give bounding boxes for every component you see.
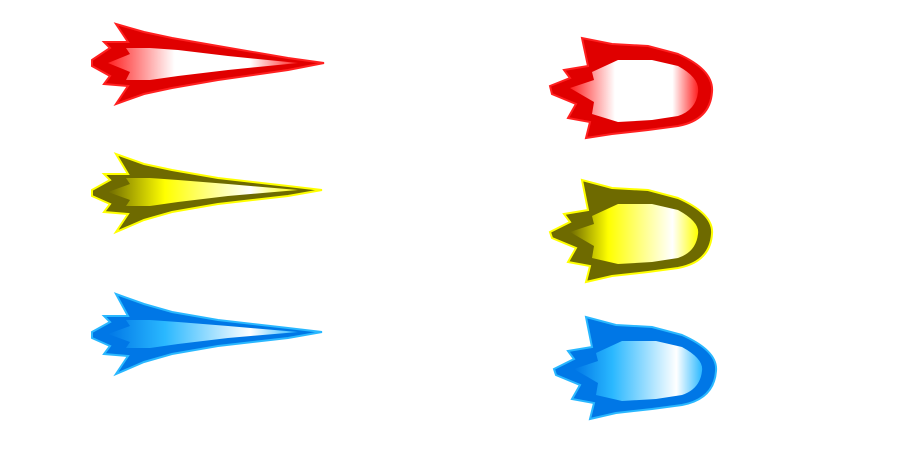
flame-icon	[548, 34, 718, 142]
flame-red-pointed	[88, 18, 328, 108]
flame-yellow-pointed	[88, 150, 328, 240]
flame-red-round	[548, 34, 718, 142]
flame-icon	[88, 292, 328, 382]
flame-blue-round	[552, 315, 722, 423]
flame-icon	[88, 150, 328, 240]
flame-icon	[88, 18, 328, 108]
flame-yellow-round	[548, 178, 718, 286]
flame-blue-pointed	[88, 292, 328, 382]
flame-icon	[552, 315, 722, 423]
flame-icon	[548, 178, 718, 286]
